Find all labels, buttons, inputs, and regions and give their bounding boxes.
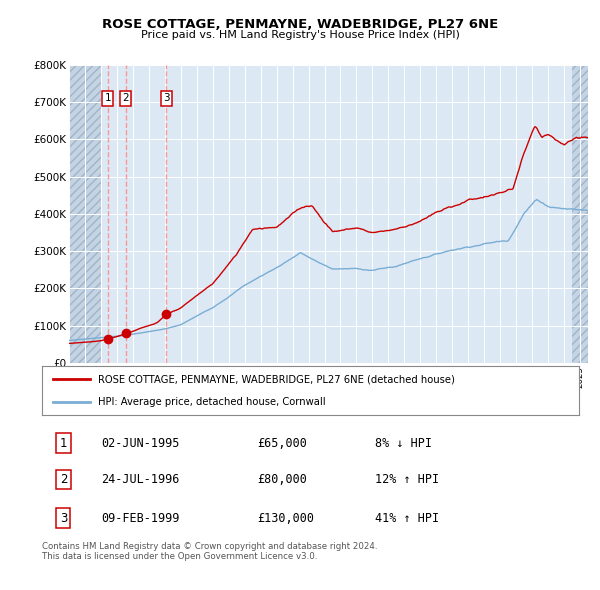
Text: 1: 1 [60,437,67,450]
Text: 2: 2 [122,93,129,103]
Text: ROSE COTTAGE, PENMAYNE, WADEBRIDGE, PL27 6NE (detached house): ROSE COTTAGE, PENMAYNE, WADEBRIDGE, PL27… [98,375,455,385]
Text: £130,000: £130,000 [257,512,314,525]
Bar [572,65,588,363]
Text: 3: 3 [163,93,170,103]
Text: Price paid vs. HM Land Registry's House Price Index (HPI): Price paid vs. HM Land Registry's House … [140,30,460,40]
Text: HPI: Average price, detached house, Cornwall: HPI: Average price, detached house, Corn… [98,396,326,407]
Bar [69,65,101,363]
Text: 12% ↑ HPI: 12% ↑ HPI [375,473,439,486]
Text: Contains HM Land Registry data © Crown copyright and database right 2024.
This d: Contains HM Land Registry data © Crown c… [42,542,377,561]
Text: 1: 1 [104,93,111,103]
Text: £80,000: £80,000 [257,473,307,486]
Text: 41% ↑ HPI: 41% ↑ HPI [375,512,439,525]
Text: ROSE COTTAGE, PENMAYNE, WADEBRIDGE, PL27 6NE: ROSE COTTAGE, PENMAYNE, WADEBRIDGE, PL27… [102,18,498,31]
Text: 8% ↓ HPI: 8% ↓ HPI [375,437,432,450]
Text: 2: 2 [60,473,67,486]
Text: 24-JUL-1996: 24-JUL-1996 [101,473,179,486]
Text: 09-FEB-1999: 09-FEB-1999 [101,512,179,525]
Text: 02-JUN-1995: 02-JUN-1995 [101,437,179,450]
Text: 3: 3 [60,512,67,525]
Text: £65,000: £65,000 [257,437,307,450]
